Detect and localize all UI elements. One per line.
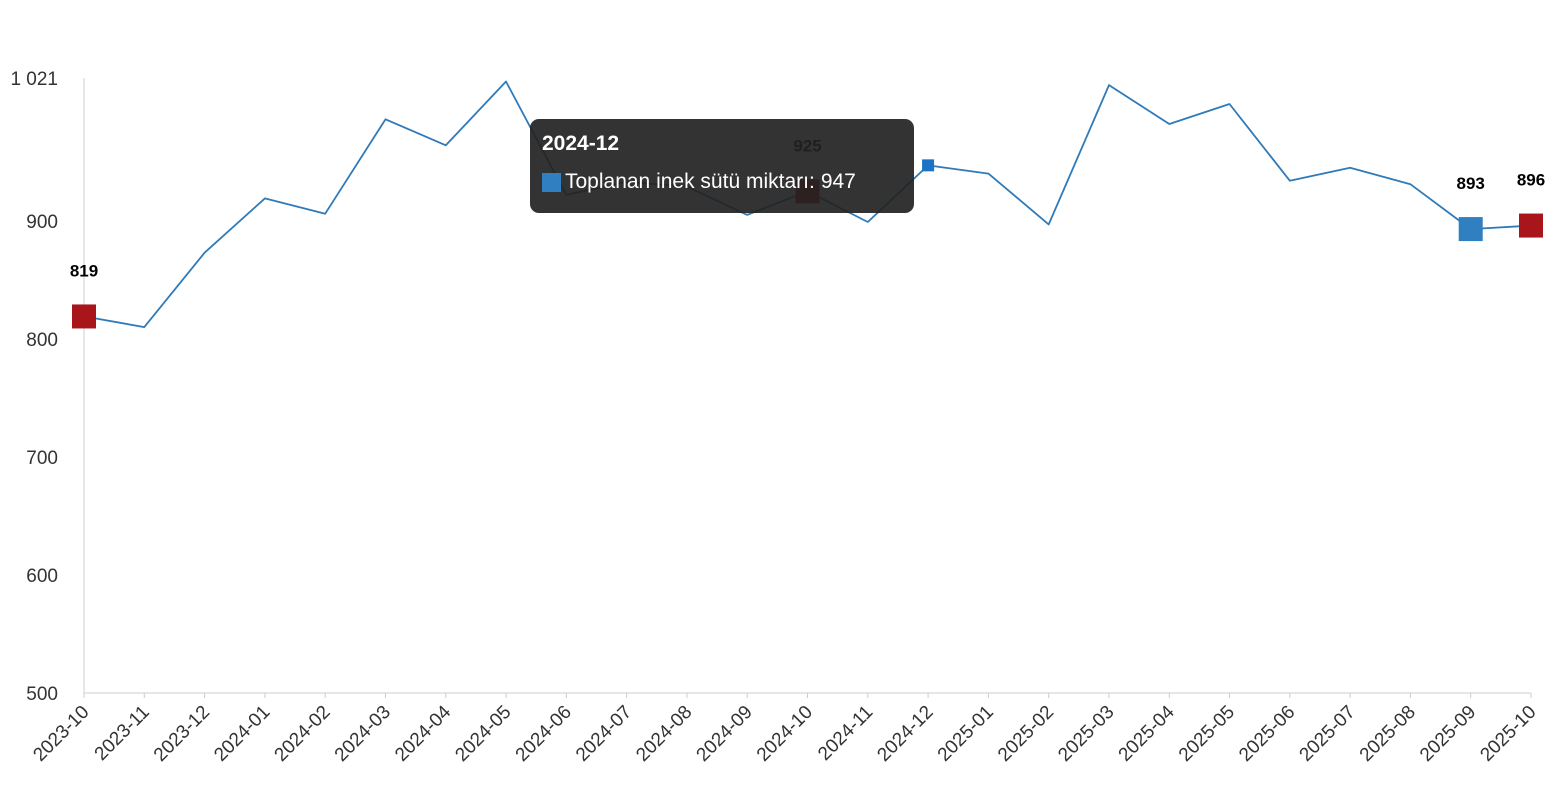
x-tick-label: 2025-05 [1175,702,1239,766]
tooltip-row: Toplanan inek sütü miktarı : 947 [542,169,902,195]
x-tick-label: 2024-02 [271,702,335,766]
hovered-point-marker [922,159,935,172]
x-tick-label: 2025-01 [934,702,998,766]
x-tick-label: 2024-05 [451,702,515,766]
tooltip-title: 2024-12 [542,132,620,155]
y-tick-label: 700 [26,448,58,469]
x-tick-label: 2024-01 [210,702,274,766]
x-tick-label: 2025-04 [1115,701,1179,765]
x-tick-label: 2024-10 [753,702,817,766]
tooltip-series-name: Toplanan inek sütü miktarı [565,170,809,193]
series-swatch-icon [542,172,561,192]
x-axis-ticks: 2023-102023-112023-122024-012024-022024-… [29,693,1541,766]
y-tick-label: 1 021 [10,69,58,90]
x-tick-label: 2024-03 [331,702,395,766]
data-label: 896 [1517,171,1545,190]
x-tick-label: 2024-06 [512,702,576,766]
x-tick-label: 2024-09 [693,702,757,766]
highlight-marker [1519,213,1543,238]
x-tick-label: 2024-04 [391,701,455,765]
x-tick-label: 2025-08 [1356,702,1420,766]
x-tick-label: 2024-08 [632,702,696,766]
x-tick-label: 2023-12 [150,702,214,766]
highlight-marker [72,304,96,329]
y-tick-label: 600 [26,566,58,587]
x-tick-label: 2025-06 [1235,702,1299,766]
data-label: 819 [70,261,98,280]
tooltip-value: 947 [820,170,856,193]
data-label: 893 [1457,174,1485,193]
x-tick-label: 2025-09 [1416,702,1480,766]
x-tick-label: 2025-03 [1054,702,1118,766]
tooltip-colon: : [808,170,815,193]
x-tick-label: 2025-07 [1296,702,1360,766]
y-axis-ticks: 500 600 700 800 900 1 021 [10,69,58,705]
x-tick-label: 2023-10 [29,702,93,766]
x-tick-label: 2024-11 [814,702,877,765]
x-tick-label: 2024-12 [873,702,937,766]
x-tick-label: 2023-11 [91,702,154,765]
y-tick-label: 900 [26,212,58,233]
chart-tooltip: 2024-12 Toplanan inek sütü miktarı : 947 [530,119,914,213]
x-tick-label: 2025-02 [994,702,1058,766]
x-tick-label: 2025-10 [1476,702,1540,766]
y-tick-label: 800 [26,330,58,351]
y-tick-label: 500 [26,684,58,705]
x-tick-label: 2024-07 [572,702,636,766]
highlight-marker [1458,217,1483,242]
